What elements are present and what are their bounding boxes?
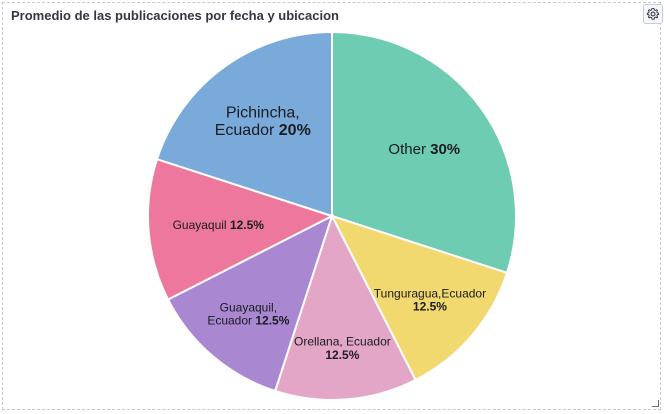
slice-label-line: 12.5% — [325, 348, 359, 362]
slice-percent: 30% — [430, 141, 460, 158]
slice-percent: 12.5% — [325, 348, 359, 362]
slice-label-line: 12.5% — [413, 299, 447, 313]
slice-label: Guayaquil, Ecuador 12.5% — [207, 301, 289, 328]
pie-slice[interactable] — [331, 30, 517, 275]
pie-slice[interactable] — [155, 30, 333, 218]
pie-slice[interactable] — [330, 214, 509, 382]
slice-label: Orellana, Ecuador 12.5% — [294, 335, 391, 362]
slice-percent: 20% — [279, 122, 311, 139]
slice-percent: 12.5% — [255, 314, 289, 328]
pie-slice[interactable] — [166, 214, 334, 393]
gear-icon — [646, 7, 660, 20]
slice-label: Pichincha, Ecuador 20% — [215, 105, 311, 140]
slice-label-line: Orellana, Ecuador — [294, 335, 391, 349]
slice-percent: 12.5% — [413, 299, 447, 313]
panel-settings-button[interactable] — [643, 4, 663, 24]
slice-percent: 12.5% — [230, 218, 264, 232]
pie-slice[interactable] — [273, 213, 417, 401]
slice-label-line: Guayaquil, — [220, 301, 277, 315]
slice-label-line: Ecuador 20% — [215, 122, 311, 139]
slice-label: Other 30% — [388, 141, 460, 158]
panel-title: Promedio de las publicaciones por fecha … — [11, 8, 339, 23]
slice-label-line: Ecuador 12.5% — [207, 314, 289, 328]
pie-slice[interactable] — [147, 157, 335, 301]
slice-label: Guayaquil 12.5% — [173, 218, 265, 232]
slice-label-line: Tunguragua,Ecuador — [374, 286, 486, 300]
slice-label-line: Pichincha, — [226, 105, 300, 122]
slice-label-line: Guayaquil 12.5% — [173, 218, 265, 232]
slice-label-line: Other 30% — [388, 141, 460, 158]
slice-label: Tunguragua,Ecuador 12.5% — [374, 286, 486, 313]
resize-handle[interactable] — [652, 400, 659, 407]
